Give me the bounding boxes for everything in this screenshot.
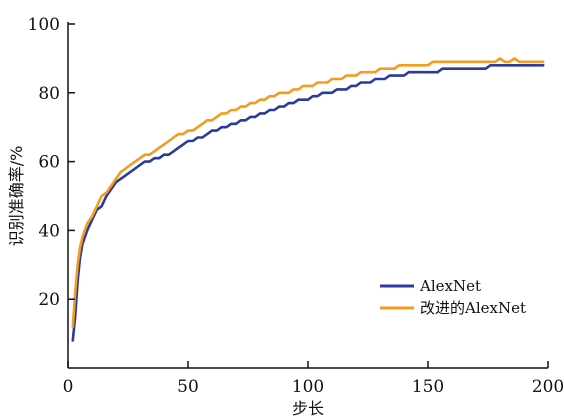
y-tick-label: 80 xyxy=(38,84,60,104)
ticks: 20 40 60 80 100 0 50 100 150 200 xyxy=(28,15,564,397)
legend-label: 改进的AlexNet xyxy=(420,299,526,317)
series-line-0 xyxy=(71,64,545,342)
plot-area xyxy=(71,57,545,342)
x-tick-label: 50 xyxy=(177,377,199,397)
legend-label: AlexNet xyxy=(419,277,481,295)
x-tick-label: 200 xyxy=(532,377,564,397)
y-axis-title: 识别准确率/% xyxy=(7,146,26,247)
legend: AlexNet 改进的AlexNet xyxy=(380,277,526,317)
y-tick-label: 100 xyxy=(28,15,60,35)
y-tick-label: 60 xyxy=(38,153,60,173)
x-axis-title: 步长 xyxy=(292,399,324,418)
x-tick-label: 150 xyxy=(412,377,444,397)
y-tick-label: 20 xyxy=(38,290,60,310)
x-tick-label: 0 xyxy=(63,377,74,397)
series-line-1 xyxy=(71,57,545,328)
x-tick-label: 100 xyxy=(292,377,324,397)
y-tick-label: 40 xyxy=(38,221,60,241)
